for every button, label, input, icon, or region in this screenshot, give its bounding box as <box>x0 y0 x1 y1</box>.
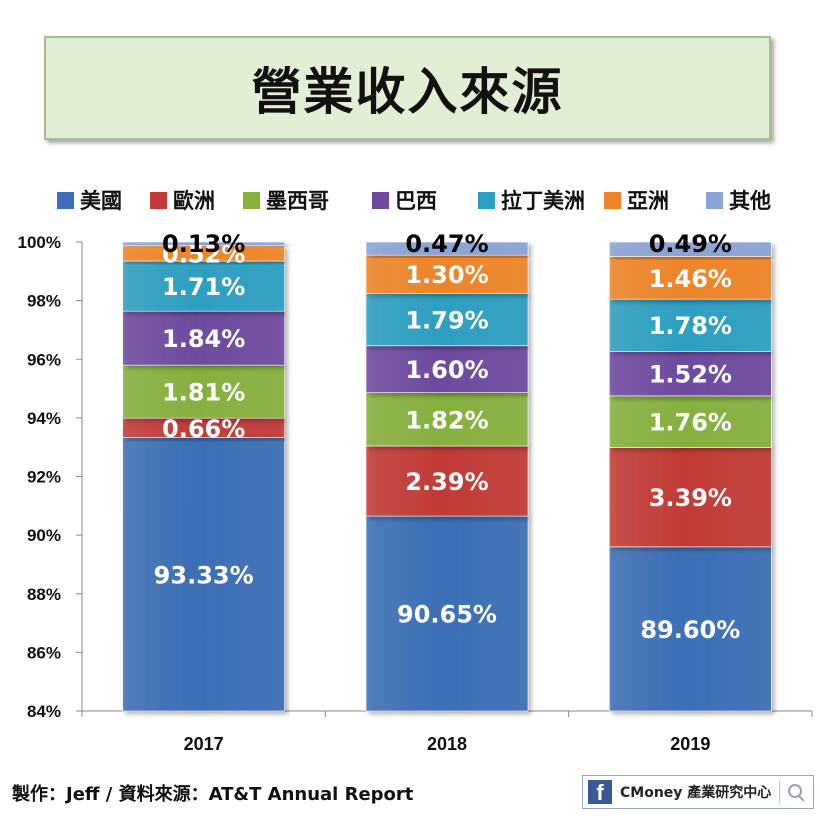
data-label-亞洲-2017: 0.52% <box>162 240 245 268</box>
bar-segment-巴西-2019 <box>609 351 772 397</box>
stacked-bar-chart: 美國 歐洲 墨西哥 巴西 拉丁美洲 亞洲 其他 84% 86% 88% 90% 92% 94% 96% 98… <box>18 189 813 754</box>
bar-segment-美國-2018 <box>365 515 529 712</box>
legend-label-3: 巴西 <box>395 189 437 213</box>
data-label-拉丁美洲-2019: 1.78% <box>649 312 732 340</box>
data-label-歐洲-2019: 3.39% <box>649 484 732 512</box>
bar-segment-墨西哥-2018 <box>365 392 529 447</box>
data-label-拉丁美洲-2017: 1.71% <box>162 273 245 301</box>
legend-swatch-3 <box>372 192 389 209</box>
data-label-亞洲-2019: 1.46% <box>649 265 732 293</box>
bar-segment-墨西哥-2017 <box>122 364 285 419</box>
legend-label-1: 歐洲 <box>173 189 215 213</box>
legend-label-0: 美國 <box>80 189 122 213</box>
legend-swatch-2 <box>243 192 260 209</box>
y-tick-label-4: 92% <box>27 468 61 487</box>
y-tick-label-1: 86% <box>27 643 61 662</box>
data-label-歐洲-2018: 2.39% <box>405 468 488 496</box>
y-tick-label-5: 94% <box>27 409 61 428</box>
logo-divider <box>779 780 781 804</box>
bar-segment-其他-2019 <box>609 241 772 257</box>
x-tick-label-2: 2019 <box>670 734 710 754</box>
data-label-歐洲-2017: 0.66% <box>162 415 245 443</box>
chart-title: 營業收入來源 <box>251 63 564 121</box>
legend-label-4: 拉丁美洲 <box>501 189 585 213</box>
title-box: 營業收入來源 <box>44 36 771 140</box>
bar-segment-拉丁美洲-2019 <box>609 298 772 352</box>
data-label-墨西哥-2018: 1.82% <box>405 406 488 434</box>
data-label-其他-2018: 0.47% <box>405 230 488 258</box>
y-tick-label-0: 84% <box>27 702 61 721</box>
bar-segment-巴西-2018 <box>365 345 529 393</box>
bar-segment-歐洲-2019 <box>609 447 772 548</box>
bar-segment-其他-2018 <box>365 241 529 256</box>
facebook-icon: f <box>588 780 612 804</box>
bar-segment-其他-2017 <box>122 241 285 247</box>
bar-segment-美國-2019 <box>609 546 772 712</box>
data-label-巴西-2017: 1.84% <box>162 325 245 353</box>
legend-swatch-1 <box>150 192 167 209</box>
source-credit: 製作：Jeff / 資料來源：AT&T Annual Report <box>12 784 414 805</box>
legend-swatch-0 <box>57 192 74 209</box>
bar-segment-拉丁美洲-2018 <box>365 292 529 347</box>
legend-label-5: 亞洲 <box>627 189 669 213</box>
legend-swatch-5 <box>604 192 621 209</box>
legend-swatch-4 <box>478 192 495 209</box>
bar-segment-美國-2017 <box>122 437 285 712</box>
y-tick-label-2: 88% <box>27 585 61 604</box>
cmoney-logo[interactable]: f CMoney 產業研究中心 <box>582 775 814 809</box>
x-tick-label-1: 2018 <box>427 734 467 754</box>
data-label-墨西哥-2017: 1.81% <box>162 379 245 407</box>
y-tick-label-6: 96% <box>27 350 61 369</box>
data-label-巴西-2018: 1.60% <box>405 356 488 384</box>
legend-label-2: 墨西哥 <box>266 189 329 213</box>
legend-label-6: 其他 <box>729 189 771 213</box>
data-label-墨西哥-2019: 1.76% <box>649 409 732 437</box>
bar-segment-墨西哥-2019 <box>609 395 772 448</box>
y-tick-label-7: 98% <box>27 292 61 311</box>
logo-text: CMoney 產業研究中心 <box>620 785 772 801</box>
bar-segment-拉丁美洲-2017 <box>122 260 285 312</box>
data-label-亞洲-2018: 1.30% <box>405 261 488 289</box>
y-tick-label-3: 90% <box>27 526 61 545</box>
data-label-拉丁美洲-2018: 1.79% <box>405 307 488 335</box>
x-tick-label-0: 2017 <box>184 734 224 754</box>
data-label-美國-2017: 93.33% <box>154 561 254 589</box>
data-label-其他-2017: 0.13% <box>162 230 245 258</box>
bar-segment-亞洲-2018 <box>365 254 529 294</box>
bar-segment-歐洲-2018 <box>365 445 529 517</box>
data-label-美國-2018: 90.65% <box>397 601 497 629</box>
data-label-其他-2019: 0.49% <box>649 230 732 258</box>
legend-swatch-6 <box>706 192 723 209</box>
y-tick-label-8: 100% <box>18 233 61 252</box>
data-label-巴西-2019: 1.52% <box>649 361 732 389</box>
data-label-美國-2019: 89.60% <box>640 616 740 644</box>
search-icon[interactable] <box>786 782 806 802</box>
bar-segment-亞洲-2019 <box>609 256 772 300</box>
